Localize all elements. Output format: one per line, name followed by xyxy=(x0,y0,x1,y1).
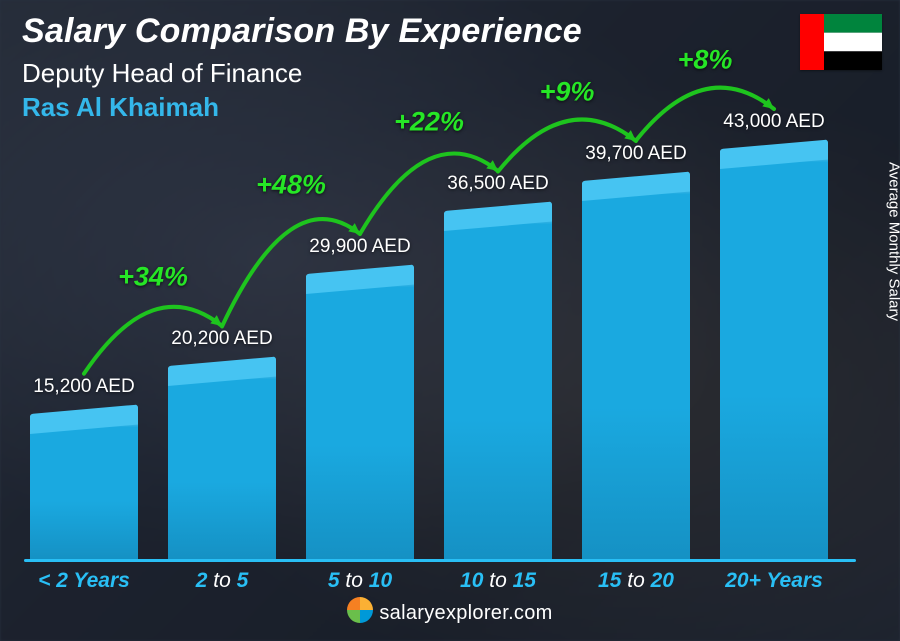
x-axis-label: 5 to 10 xyxy=(328,569,392,593)
y-axis-label: Average Monthly Salary xyxy=(886,162,900,321)
location: Ras Al Khaimah xyxy=(22,92,219,123)
bar xyxy=(720,149,828,559)
x-axis-label: 20+ Years xyxy=(725,569,823,593)
bar xyxy=(30,414,138,559)
x-axis-label: 2 to 5 xyxy=(196,569,249,593)
bar xyxy=(582,181,690,559)
delta-label: +9% xyxy=(540,76,595,107)
x-axis-line xyxy=(24,559,856,562)
bar xyxy=(168,366,276,559)
value-label: 39,700 AED xyxy=(585,143,686,165)
bar xyxy=(444,211,552,559)
value-label: 15,200 AED xyxy=(33,376,134,398)
logo-icon xyxy=(347,597,373,629)
value-label: 20,200 AED xyxy=(171,328,272,350)
value-label: 36,500 AED xyxy=(447,173,548,195)
delta-label: +48% xyxy=(256,169,326,200)
x-axis-label: 10 to 15 xyxy=(460,569,536,593)
page-title: Salary Comparison By Experience xyxy=(22,12,582,51)
x-axis-label: 15 to 20 xyxy=(598,569,674,593)
delta-label: +34% xyxy=(118,262,188,293)
uae-flag-icon xyxy=(800,14,882,70)
delta-label: +22% xyxy=(394,107,464,138)
x-axis-label: < 2 Years xyxy=(38,569,130,593)
value-label: 29,900 AED xyxy=(309,236,410,258)
delta-label: +8% xyxy=(678,45,733,76)
bar xyxy=(306,274,414,559)
footer-text: salaryexplorer.com xyxy=(379,602,552,624)
stage: Salary Comparison By Experience Deputy H… xyxy=(0,0,900,641)
subtitle: Deputy Head of Finance xyxy=(22,58,302,89)
salary-bar-chart: 15,200 AED< 2 Years20,200 AED2 to 529,90… xyxy=(30,130,850,559)
footer: salaryexplorer.com xyxy=(0,597,900,629)
value-label: 43,000 AED xyxy=(723,111,824,133)
